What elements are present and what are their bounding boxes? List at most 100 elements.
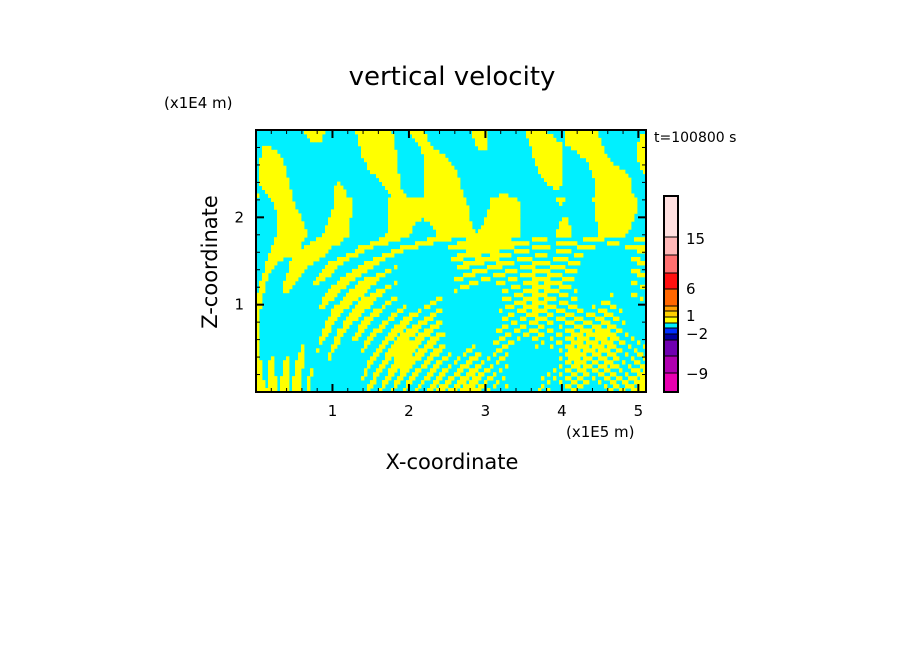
field-cell bbox=[568, 225, 572, 230]
field-cell bbox=[469, 348, 473, 353]
field-cell bbox=[538, 245, 542, 250]
field-cell bbox=[430, 237, 434, 242]
field-cell bbox=[466, 272, 470, 278]
field-cell bbox=[601, 209, 605, 214]
field-cell bbox=[604, 320, 608, 325]
field-cell bbox=[298, 376, 302, 381]
field-cell bbox=[382, 241, 386, 246]
field-cell bbox=[466, 233, 470, 238]
field-cell bbox=[367, 360, 371, 365]
field-cell bbox=[322, 237, 326, 242]
field-cell bbox=[415, 134, 419, 139]
field-cell bbox=[499, 336, 503, 341]
field-cell bbox=[274, 388, 278, 393]
field-cell bbox=[277, 197, 281, 202]
x-tick-label: 2 bbox=[404, 402, 414, 420]
field-cell bbox=[418, 241, 422, 246]
field-cell bbox=[601, 316, 605, 321]
field-cell bbox=[634, 268, 638, 274]
field-cell bbox=[538, 134, 542, 139]
field-cell bbox=[625, 229, 629, 234]
field-cell bbox=[445, 181, 449, 186]
field-cell bbox=[463, 284, 467, 290]
field-cell bbox=[280, 229, 284, 234]
field-cell bbox=[376, 368, 380, 373]
field-cell bbox=[292, 276, 296, 282]
field-cell bbox=[385, 340, 389, 345]
field-cell bbox=[643, 384, 647, 389]
field-cell bbox=[388, 372, 392, 377]
field-cell bbox=[262, 169, 266, 175]
field-cell bbox=[388, 356, 392, 361]
field-cell bbox=[337, 221, 341, 226]
field-cell bbox=[430, 189, 434, 194]
field-cell bbox=[577, 130, 581, 135]
field-cell bbox=[337, 225, 341, 230]
field-cell bbox=[601, 308, 605, 313]
field-cell bbox=[457, 356, 461, 361]
field-cell bbox=[292, 237, 296, 242]
field-cell bbox=[388, 316, 392, 321]
field-cell bbox=[580, 360, 584, 365]
field-cell bbox=[439, 344, 443, 349]
field-cell bbox=[286, 368, 290, 373]
field-cell bbox=[535, 280, 539, 286]
field-cell bbox=[442, 161, 446, 167]
field-cell bbox=[538, 145, 542, 151]
field-cell bbox=[502, 209, 506, 214]
field-cell bbox=[469, 241, 473, 246]
field-cell bbox=[460, 376, 464, 381]
field-cell bbox=[280, 209, 284, 214]
field-cell bbox=[379, 257, 383, 262]
field-cell bbox=[487, 241, 491, 246]
field-cell bbox=[445, 221, 449, 226]
field-cell bbox=[400, 372, 404, 377]
field-cell bbox=[619, 193, 623, 198]
field-cell bbox=[358, 312, 362, 317]
field-cell bbox=[379, 292, 383, 298]
field-cell bbox=[355, 312, 359, 317]
field-cell bbox=[367, 153, 371, 159]
field-cell bbox=[472, 229, 476, 234]
field-cell bbox=[394, 356, 398, 361]
field-cell bbox=[274, 149, 278, 155]
field-cell bbox=[523, 300, 527, 306]
field-cell bbox=[427, 316, 431, 321]
field-cell bbox=[337, 288, 341, 294]
field-cell bbox=[373, 296, 377, 302]
field-cell bbox=[352, 308, 356, 313]
field-cell bbox=[268, 360, 272, 365]
field-cell bbox=[439, 332, 443, 337]
field-cell bbox=[556, 288, 560, 294]
field-cell bbox=[421, 364, 425, 369]
field-cell bbox=[577, 324, 581, 329]
field-cell bbox=[445, 356, 449, 361]
field-cell bbox=[643, 245, 647, 250]
field-cell bbox=[361, 134, 365, 139]
field-cell bbox=[349, 197, 353, 202]
field-cell bbox=[340, 221, 344, 226]
field-cell bbox=[427, 153, 431, 159]
field-cell bbox=[280, 213, 284, 218]
field-cell bbox=[409, 332, 413, 337]
field-cell bbox=[292, 241, 296, 246]
field-cell bbox=[469, 229, 473, 234]
field-cell bbox=[574, 145, 578, 151]
field-cell bbox=[424, 153, 428, 159]
field-cell bbox=[496, 209, 500, 214]
field-cell bbox=[544, 304, 548, 310]
field-cell bbox=[406, 328, 410, 333]
field-cell bbox=[562, 265, 566, 270]
field-cell bbox=[619, 308, 623, 313]
field-cell bbox=[385, 177, 389, 182]
field-cell bbox=[391, 249, 395, 254]
field-cell bbox=[598, 177, 602, 182]
field-cell bbox=[622, 209, 626, 214]
field-cell bbox=[286, 181, 290, 186]
field-cell bbox=[292, 261, 296, 266]
field-cell bbox=[418, 332, 422, 337]
field-cell bbox=[505, 296, 509, 302]
field-cell bbox=[637, 257, 641, 262]
field-cell bbox=[613, 221, 617, 226]
field-cell bbox=[643, 141, 647, 147]
